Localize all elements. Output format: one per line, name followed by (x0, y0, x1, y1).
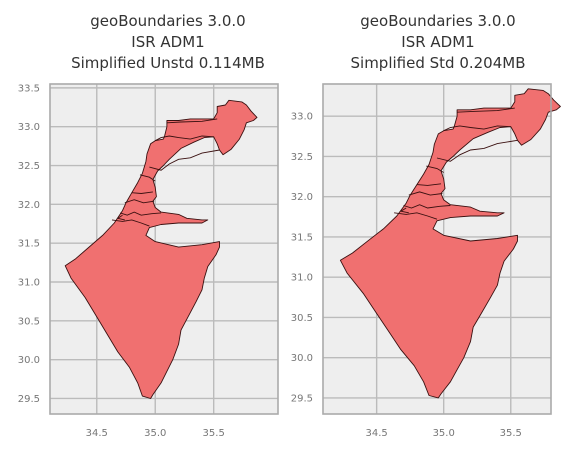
district-border (416, 183, 442, 186)
y-tick-label: 30.0 (18, 355, 40, 366)
panel-title-line-3: Simplified Unstd 0.114MB (71, 54, 265, 72)
panel-title-line-1: geoBoundaries 3.0.0 (90, 12, 245, 30)
panel-title-line-1: geoBoundaries 3.0.0 (360, 12, 515, 30)
district-border (139, 174, 156, 182)
district-border (457, 107, 515, 113)
panel-title-line-2: ISR ADM1 (131, 33, 204, 51)
x-tick-label: 34.5 (86, 428, 108, 439)
y-tick-label: 31.0 (291, 273, 313, 284)
y-tick-label: 32.0 (18, 200, 40, 211)
country-region (339, 88, 561, 399)
y-tick-label: 30.5 (291, 313, 313, 324)
y-tick-label: 32.5 (18, 161, 40, 172)
panel-title-line-3: Simplified Std 0.204MB (351, 54, 526, 72)
district-border (426, 165, 444, 173)
y-tick-label: 32.0 (291, 192, 313, 203)
x-tick-label: 35.5 (500, 428, 522, 439)
y-tick-label: 31.5 (291, 232, 313, 243)
district-border (149, 149, 220, 171)
y-tick-label: 29.5 (18, 394, 40, 405)
district-border (443, 125, 511, 132)
district-border (394, 212, 438, 220)
y-tick-label: 31.0 (18, 278, 40, 289)
axes-frame (49, 83, 279, 415)
y-tick-label: 31.5 (18, 239, 40, 250)
district-border (154, 135, 214, 142)
district-border (166, 118, 218, 124)
y-tick-label: 30.0 (291, 353, 313, 364)
district-border (124, 199, 155, 204)
district-border (408, 191, 443, 196)
district-border (111, 219, 150, 227)
map-panel-2: 34.5 35.0 35.5 29.5 30.0 30.5 31.0 31.5 32.0 32.5… (291, 12, 561, 439)
district-border (399, 207, 409, 214)
x-tick-label: 35.0 (144, 428, 166, 439)
district-border (120, 211, 162, 216)
axes-frame (322, 83, 552, 415)
map-panel-1: 34.5 35.0 35.5 29.5 30.0 30.5 31.0 31.5 32.0 32.5… (18, 12, 279, 439)
country-region (64, 99, 258, 399)
x-tick-label: 34.5 (366, 428, 388, 439)
district-border (116, 214, 125, 221)
y-tick-label: 30.5 (18, 316, 40, 327)
x-tick-label: 35.0 (433, 428, 455, 439)
district-border (131, 191, 153, 194)
y-tick-label: 32.5 (291, 152, 313, 163)
panel-title-line-2: ISR ADM1 (401, 33, 474, 51)
x-tick-label: 35.5 (203, 428, 225, 439)
y-tick-label: 33.0 (18, 122, 40, 133)
y-tick-label: 29.5 (291, 393, 313, 404)
y-tick-label: 33.5 (18, 83, 40, 94)
district-border (436, 139, 518, 162)
y-tick-label: 33.0 (291, 112, 313, 123)
district-border (403, 204, 451, 209)
